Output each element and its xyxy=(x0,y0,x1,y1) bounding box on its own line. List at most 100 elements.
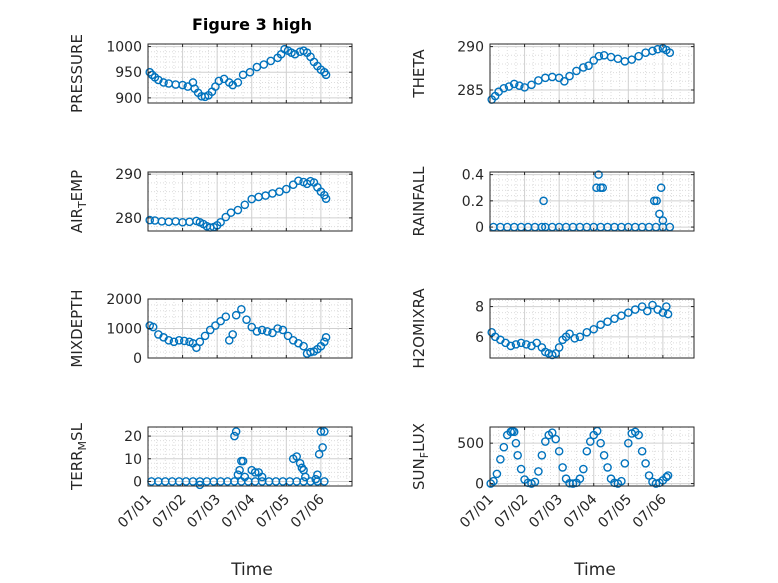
data-point xyxy=(534,76,543,85)
data-point xyxy=(492,469,502,479)
data-point xyxy=(164,217,174,227)
data-point xyxy=(195,480,205,490)
data-point xyxy=(572,66,581,76)
data-point xyxy=(637,302,647,311)
data-point xyxy=(321,333,331,342)
data-point xyxy=(228,330,238,339)
data-point xyxy=(273,324,282,333)
data-point xyxy=(174,335,184,345)
data-point xyxy=(648,46,657,56)
x-axis-label-left: Time xyxy=(230,560,273,580)
x-tick-label: 07/02 xyxy=(150,492,190,532)
data-point xyxy=(320,477,329,486)
data-point xyxy=(589,324,599,334)
y-tick-label: 950 xyxy=(115,65,142,81)
data-point xyxy=(641,459,650,468)
y-axis-label-subscript: F xyxy=(418,452,431,458)
data-point xyxy=(599,450,609,460)
axes-box xyxy=(489,426,695,487)
data-point xyxy=(522,340,531,349)
data-point xyxy=(321,70,331,80)
data-point xyxy=(169,337,179,347)
data-point xyxy=(240,472,250,482)
data-point xyxy=(185,217,194,227)
data-point xyxy=(283,331,293,341)
data-point xyxy=(233,78,243,87)
data-point xyxy=(560,77,569,86)
data-point xyxy=(579,464,588,474)
data-point xyxy=(257,325,267,335)
axes-box xyxy=(489,298,695,359)
data-point xyxy=(662,472,671,482)
data-point xyxy=(541,437,550,446)
data-point xyxy=(321,194,331,203)
y-axis-label-subscript: M xyxy=(76,441,89,451)
data-point xyxy=(245,67,255,77)
y-tick-label: 0 xyxy=(475,220,484,236)
data-point xyxy=(516,464,526,474)
x-tick-label: 07/03 xyxy=(184,492,224,532)
subplot-5: 0 1000 2000 MIXDEPTH xyxy=(68,289,353,368)
data-point xyxy=(266,56,276,66)
data-point xyxy=(644,471,654,480)
data-point xyxy=(620,459,630,468)
data-point xyxy=(617,476,626,486)
y-tick-label: 900 xyxy=(115,91,142,107)
x-tick-label: 07/05 xyxy=(253,492,293,532)
x-tick-label: 07/01 xyxy=(457,492,497,532)
data-point xyxy=(164,335,174,345)
data-point xyxy=(592,183,601,193)
data-point xyxy=(603,463,612,472)
data-point xyxy=(145,215,155,225)
data-point xyxy=(231,427,241,436)
data-point xyxy=(594,170,603,179)
data-point xyxy=(247,322,257,332)
y-tick-label: 6 xyxy=(475,330,484,346)
data-point xyxy=(237,305,246,314)
data-point xyxy=(231,310,241,320)
data-point xyxy=(320,337,329,347)
x-tick-label: 07/06 xyxy=(630,491,670,531)
data-point xyxy=(624,438,633,448)
data-point xyxy=(499,442,509,452)
y-axis-label-part: EMP xyxy=(68,170,86,201)
y-axis-label: MIXDEPTH xyxy=(68,289,86,367)
data-point xyxy=(537,450,547,460)
data-point xyxy=(147,70,157,80)
data-point xyxy=(294,176,303,186)
y-tick-label: 20 xyxy=(124,429,142,445)
data-point xyxy=(268,189,277,198)
data-point xyxy=(596,320,605,330)
data-point xyxy=(509,427,519,437)
data-point xyxy=(242,315,251,324)
subplot-1: 900 950 1000 PRESSURE xyxy=(68,34,353,113)
x-tick-label: 07/01 xyxy=(115,492,155,532)
data-point xyxy=(534,467,543,476)
data-point xyxy=(585,437,595,446)
data-point xyxy=(252,327,262,336)
y-tick-label: 290 xyxy=(457,40,484,56)
data-point xyxy=(655,209,664,219)
data-point xyxy=(282,184,291,194)
data-point xyxy=(539,196,548,206)
data-point xyxy=(575,474,585,484)
data-point xyxy=(306,347,315,357)
y-tick-label: 2000 xyxy=(106,292,142,308)
y-axis-label: THETA xyxy=(410,49,428,99)
data-point xyxy=(318,443,327,452)
y-axis-label-part: LUX xyxy=(410,423,428,452)
data-point xyxy=(299,341,308,351)
data-point xyxy=(511,340,521,349)
y-axis-label-subscript: T xyxy=(76,201,89,209)
data-point xyxy=(630,305,640,314)
x-tick-label: 07/06 xyxy=(288,491,328,531)
data-point xyxy=(250,468,260,477)
data-point xyxy=(205,325,215,335)
data-point xyxy=(613,54,623,64)
data-point xyxy=(216,316,225,326)
data-point xyxy=(268,328,277,338)
data-point xyxy=(226,208,236,217)
data-point xyxy=(652,196,661,206)
